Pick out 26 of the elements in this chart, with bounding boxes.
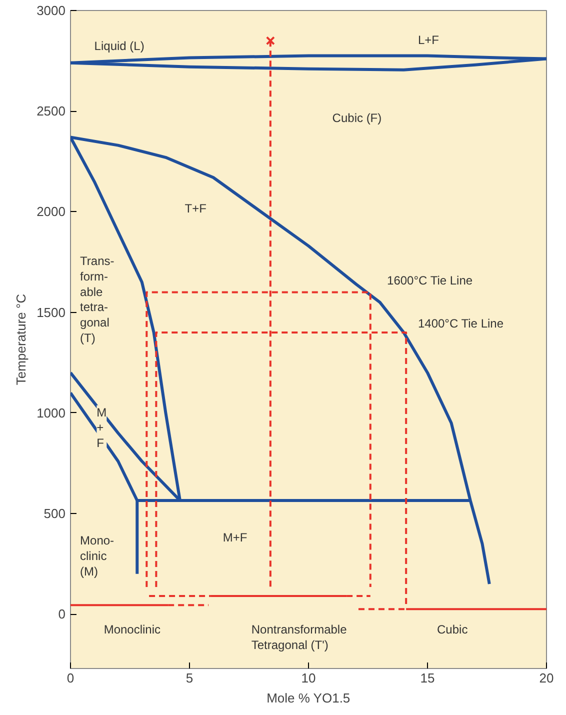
annotation: Cubic	[437, 622, 468, 636]
y-axis-title: Temperature °C	[14, 294, 29, 386]
y-tick-label: 2000	[36, 204, 66, 220]
x-tick-label: 20	[539, 670, 554, 686]
y-tick-label: 1000	[36, 405, 66, 420]
annotation: 1600°C Tie Line	[387, 274, 473, 288]
y-tick-label: 3000	[36, 3, 66, 18]
y-tick-label: 2500	[36, 104, 66, 119]
annotation: 1400°C Tie Line	[418, 316, 504, 330]
x-tick-label: 10	[301, 670, 316, 686]
y-tick-label: 500	[44, 506, 66, 522]
annotation: T+F	[184, 201, 206, 216]
annotation: Cubic (F)	[332, 111, 382, 126]
x-axis-title: Mole % YO1.5	[266, 690, 350, 706]
annotation: Monoclinic	[104, 622, 161, 636]
annotation: Liquid (L)	[94, 38, 144, 53]
annotation: M+F	[222, 530, 248, 544]
annotation: Mono- clinic (M)	[80, 534, 114, 578]
annotation: Nontransformable Tetragonal (T')	[251, 622, 348, 652]
annotation: Trans- form- able tetra- gonal (T)	[80, 254, 114, 345]
y-tick-label: 0	[58, 606, 66, 622]
x-tick-label: 15	[420, 670, 435, 686]
annotation: L+F	[418, 32, 439, 47]
x-tick-label: 5	[186, 670, 194, 686]
y-tick-label: 1500	[36, 304, 66, 320]
annotation: M + F	[96, 405, 107, 450]
